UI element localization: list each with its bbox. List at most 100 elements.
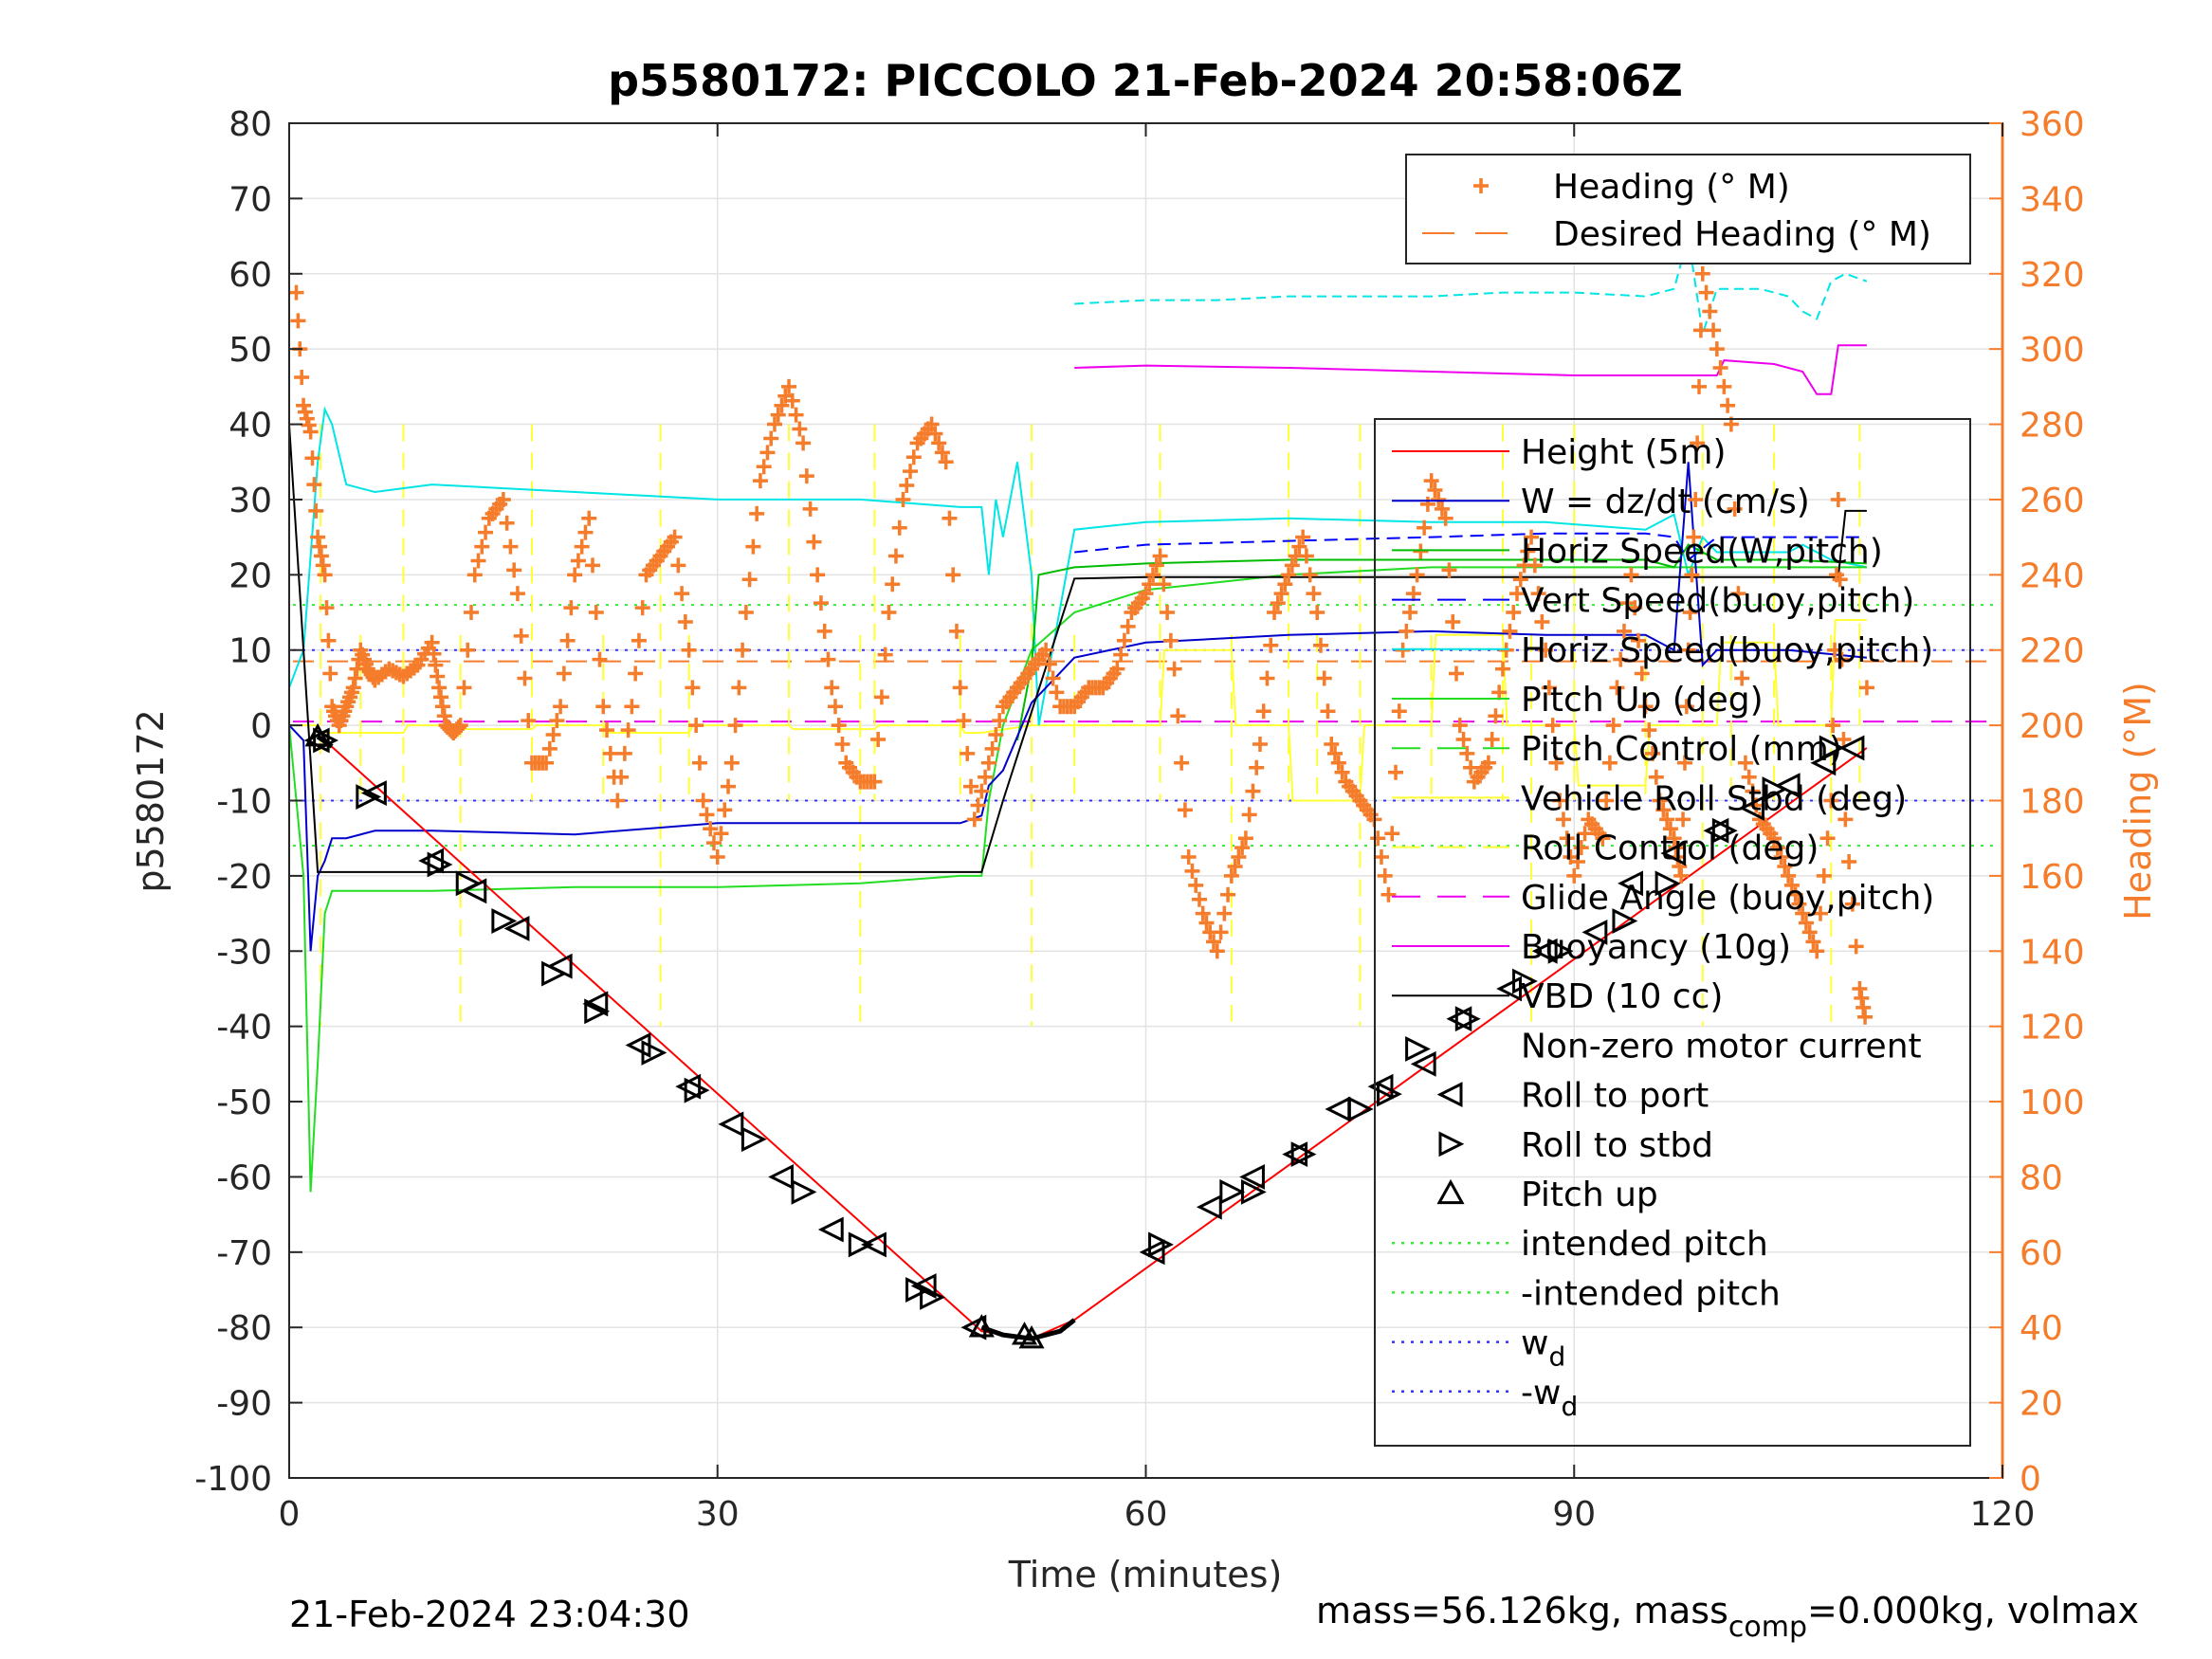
heading-point — [703, 821, 719, 837]
heading-point — [1745, 783, 1761, 799]
heading-point — [1727, 501, 1743, 517]
heading-point — [1783, 877, 1800, 893]
heading-point — [567, 567, 583, 583]
heading-point — [466, 567, 483, 583]
heading-point — [1166, 661, 1182, 677]
pitch-up-marker — [968, 1314, 995, 1338]
heading-point — [1191, 891, 1207, 907]
heading-point — [1484, 731, 1500, 747]
heading-point — [460, 642, 476, 658]
heading-point — [1836, 731, 1852, 747]
heading-point — [308, 502, 324, 519]
heading-point — [294, 369, 310, 385]
heading-point — [1655, 802, 1672, 818]
heading-point — [288, 284, 304, 301]
heading-point — [1627, 600, 1643, 616]
legend-main-label: Pitch Control (mm) — [1521, 730, 1842, 769]
y2-tick-label: 340 — [2020, 180, 2085, 219]
heading-point — [541, 740, 558, 757]
heading-point — [1645, 745, 1661, 761]
heading-point — [1730, 586, 1746, 602]
heading-point — [966, 811, 982, 828]
heading-point — [1777, 858, 1793, 874]
y-axis-label: p5580172 — [130, 709, 172, 892]
heading-point — [545, 727, 561, 743]
heading-point — [1637, 699, 1654, 715]
heading-point — [763, 430, 779, 447]
heading-point — [1795, 905, 1811, 921]
heading-point — [1680, 642, 1696, 658]
heading-point — [549, 713, 565, 729]
y-tick-label: 60 — [229, 256, 272, 295]
heading-point — [903, 464, 919, 480]
heading-point — [1259, 670, 1275, 686]
heading-point — [424, 634, 440, 650]
roll-to-stbd-marker — [1612, 908, 1638, 934]
heading-point — [735, 642, 751, 658]
heading-point — [923, 416, 940, 432]
heading-point — [1662, 821, 1678, 837]
legend-main-label: Roll to stbd — [1521, 1126, 1713, 1165]
roll-to-port-marker — [1139, 1239, 1165, 1266]
heading-point — [1844, 896, 1860, 912]
heading-point — [1848, 939, 1864, 955]
heading-point — [1552, 793, 1568, 809]
heading-point — [1380, 886, 1397, 902]
heading-point — [1445, 613, 1461, 629]
y-tick-label: 40 — [229, 407, 272, 446]
y-tick-label: -70 — [216, 1234, 272, 1273]
heading-point — [1402, 605, 1418, 621]
heading-point — [881, 605, 897, 621]
y2-tick-label: 100 — [2020, 1084, 2085, 1122]
heading-point — [1566, 867, 1582, 884]
heading-point — [1857, 1009, 1874, 1025]
heading-point — [1613, 651, 1629, 667]
heading-point — [1787, 886, 1803, 902]
heading-point — [1512, 572, 1528, 588]
heading-point — [681, 642, 697, 658]
heading-point — [1791, 896, 1807, 912]
heading-point — [311, 538, 327, 555]
y2-tick-label: 80 — [2020, 1158, 2063, 1197]
roll-to-port-marker — [1446, 1006, 1472, 1032]
w-line — [288, 462, 1867, 952]
heading-point — [430, 668, 446, 684]
heading-point — [1156, 576, 1172, 592]
heading-point — [1737, 755, 1753, 771]
roll-to-stbd-marker — [541, 960, 567, 987]
heading-point — [1302, 567, 1318, 583]
heading-point — [766, 416, 782, 432]
heading-point — [945, 567, 961, 583]
heading-point — [1773, 849, 1789, 866]
heading-point — [521, 713, 537, 729]
heading-point — [1548, 755, 1564, 771]
legend-main-label: Height (5m) — [1521, 433, 1727, 472]
heading-point — [1659, 811, 1675, 828]
heading-point — [1398, 623, 1415, 639]
y2-tick-label: 300 — [2020, 331, 2085, 370]
heading-point — [1195, 905, 1211, 921]
heading-point — [741, 572, 758, 588]
heading-point — [313, 548, 329, 564]
y-tick-label: 20 — [229, 556, 272, 595]
heading-point — [770, 407, 786, 423]
legend-main-label: Roll Control (deg) — [1521, 830, 1819, 868]
heading-point — [834, 736, 850, 752]
heading-point — [1309, 605, 1325, 621]
heading-point — [1330, 755, 1346, 771]
roll-to-stbd-marker — [1711, 817, 1738, 844]
heading-point — [1049, 684, 1065, 701]
heading-point — [1841, 854, 1857, 870]
heading-point — [974, 783, 990, 799]
heading-point — [1530, 586, 1546, 602]
legend-main-label: Non-zero motor current — [1521, 1027, 1922, 1066]
heading-point — [956, 713, 972, 729]
heading-point — [1038, 642, 1054, 658]
heading-point — [1324, 736, 1340, 752]
heading-point — [1823, 793, 1839, 809]
y-tick-label: 70 — [229, 180, 272, 219]
legend-main-label: Vehicle Roll Stbd (deg) — [1521, 779, 1907, 818]
heading-point — [1452, 718, 1468, 734]
heading-point — [1605, 718, 1621, 734]
